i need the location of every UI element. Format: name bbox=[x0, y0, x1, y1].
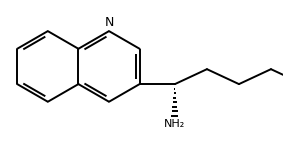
Text: NH₂: NH₂ bbox=[164, 119, 185, 129]
Text: N: N bbox=[104, 16, 114, 29]
